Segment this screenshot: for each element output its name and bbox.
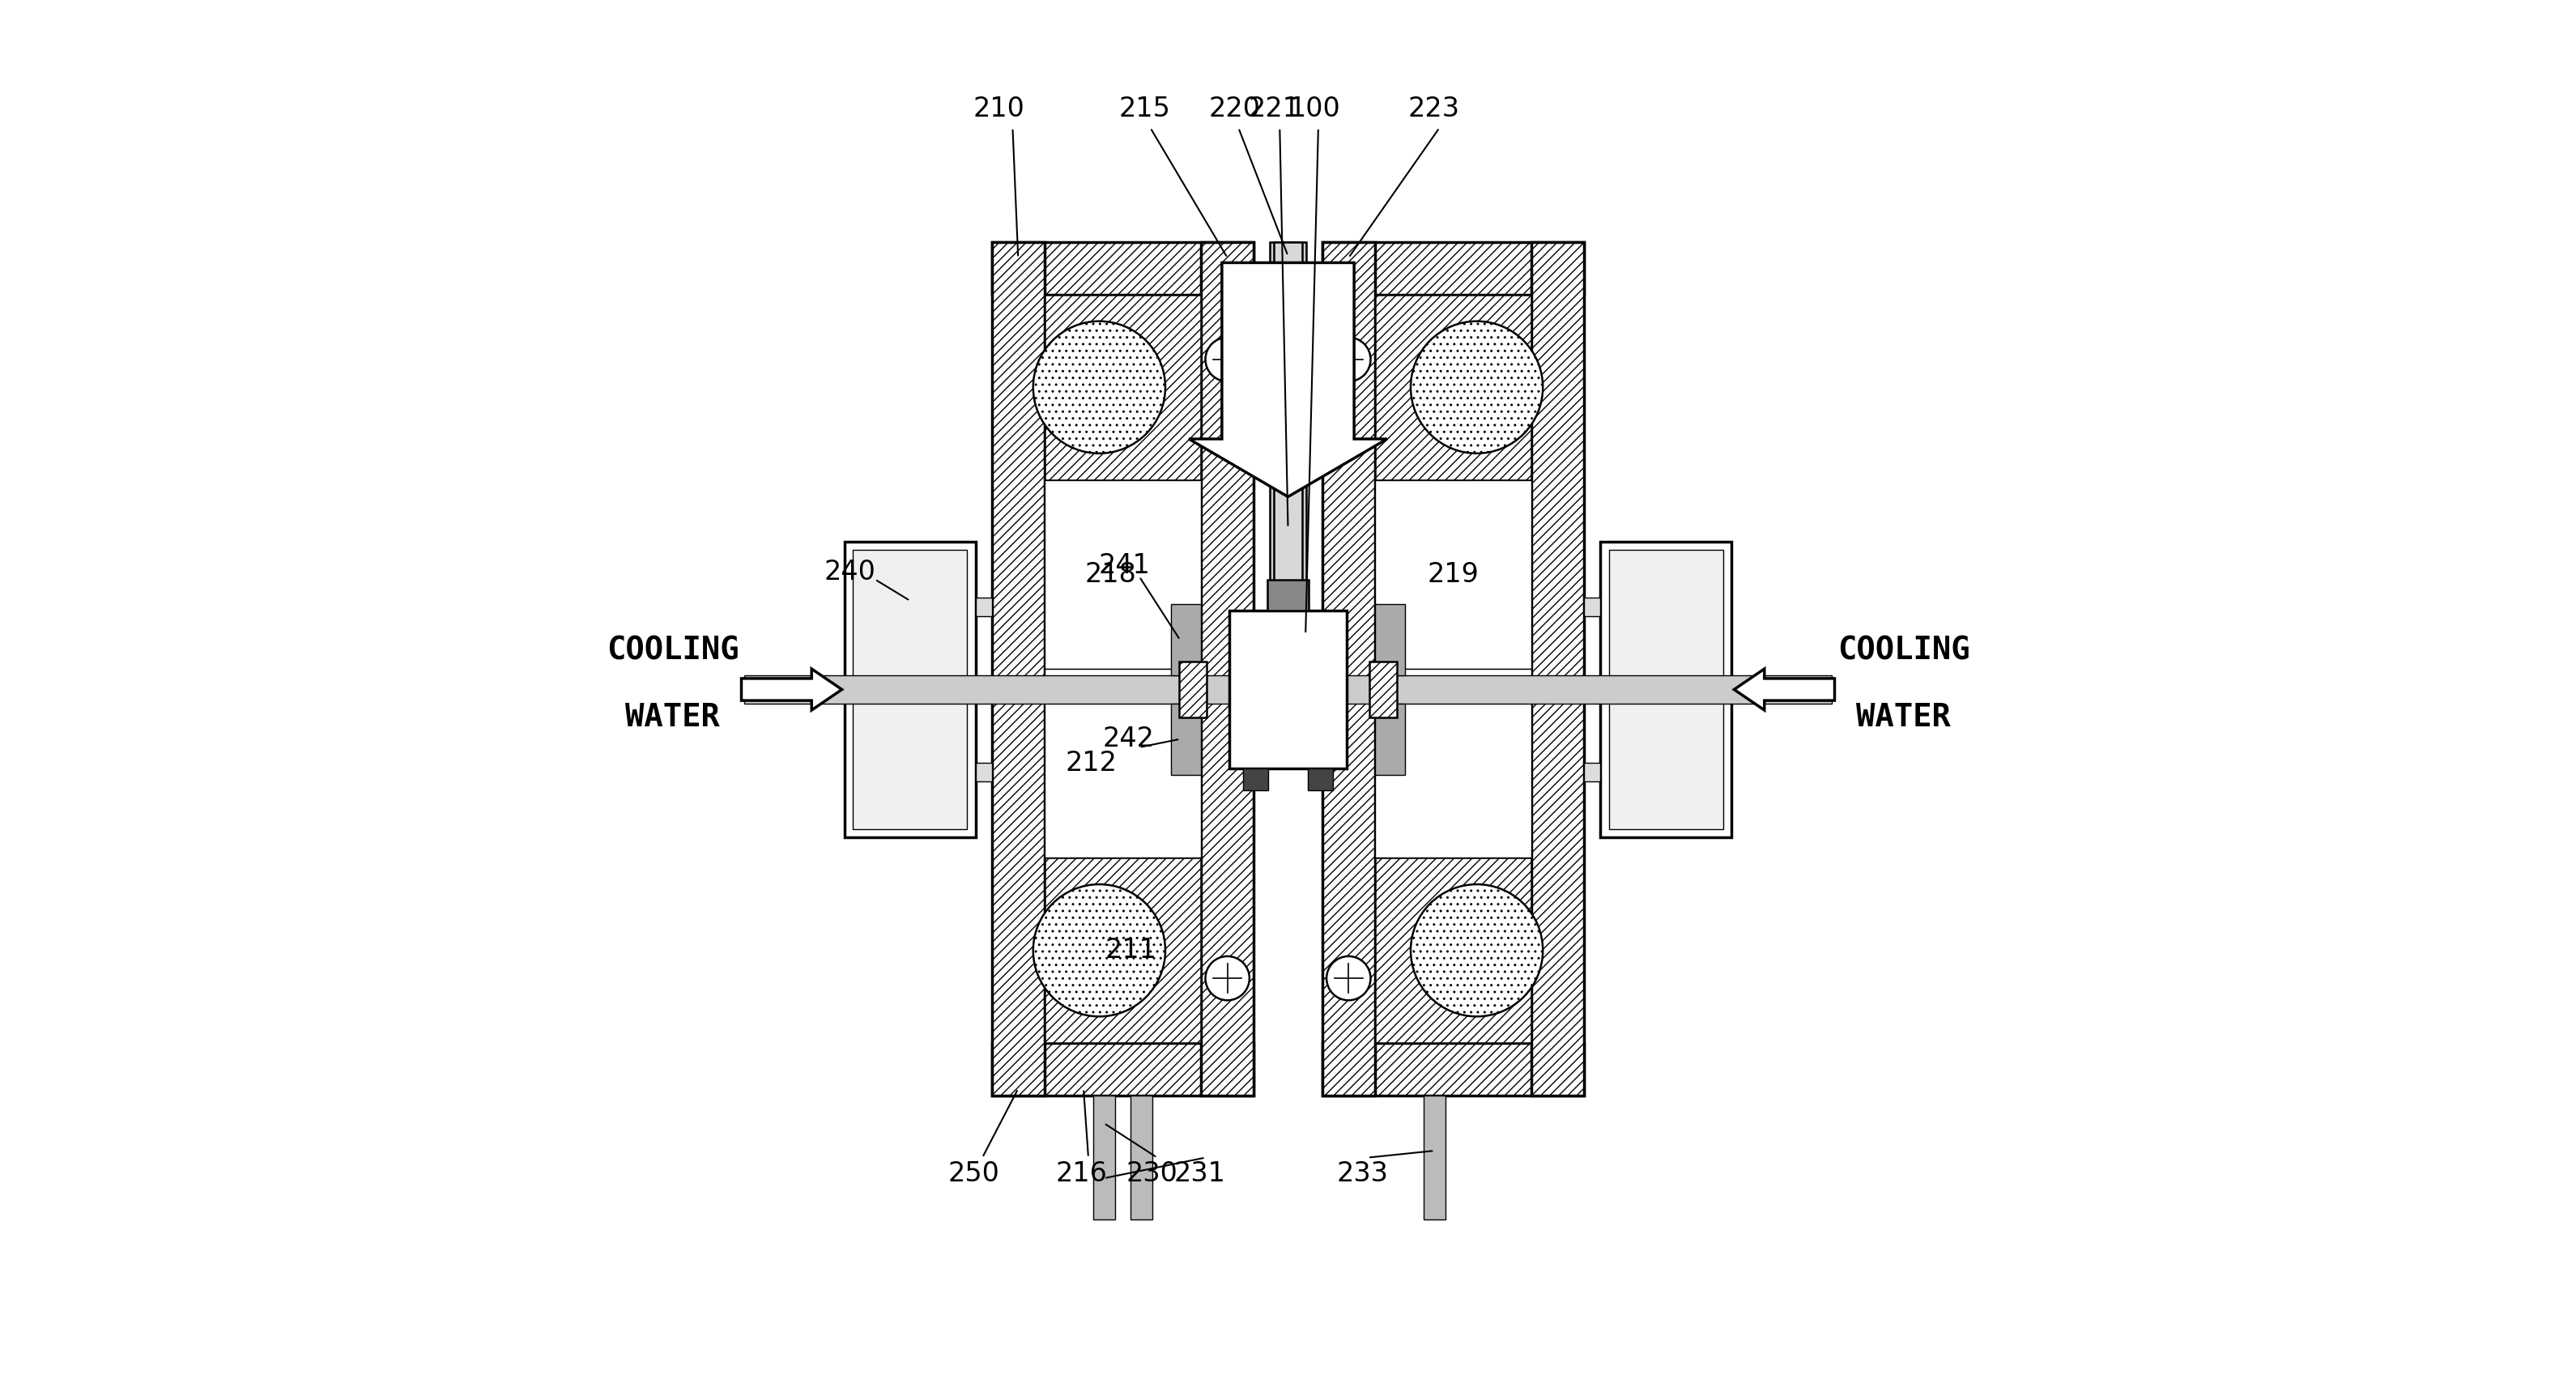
Bar <box>1376 604 1404 676</box>
Bar <box>992 1044 1255 1096</box>
Bar <box>1043 294 1200 480</box>
Polygon shape <box>1190 263 1386 496</box>
Text: 241: 241 <box>1097 552 1149 579</box>
Bar <box>845 542 976 837</box>
Bar <box>1180 662 1206 717</box>
Text: 210: 210 <box>974 95 1025 121</box>
Bar <box>1370 662 1396 717</box>
Text: COOLING: COOLING <box>1837 636 1971 666</box>
Text: 215: 215 <box>1118 95 1170 121</box>
Text: 240: 240 <box>824 558 876 586</box>
Bar <box>1321 243 1584 294</box>
Circle shape <box>1206 956 1249 1000</box>
Text: WATER: WATER <box>626 702 719 732</box>
Bar <box>1376 703 1404 775</box>
Bar <box>1172 604 1200 676</box>
Circle shape <box>1327 338 1370 382</box>
Bar <box>976 597 992 616</box>
Bar <box>1376 858 1533 1044</box>
Text: 220: 220 <box>1208 95 1260 121</box>
Text: WATER: WATER <box>1857 702 1950 732</box>
Text: 212: 212 <box>1066 750 1118 776</box>
Bar <box>1172 703 1200 775</box>
Bar <box>744 676 1832 703</box>
Bar <box>1321 1044 1584 1096</box>
Bar <box>1244 768 1267 790</box>
Bar <box>1043 669 1200 858</box>
Circle shape <box>1033 321 1164 454</box>
Bar <box>1131 1096 1151 1219</box>
Bar <box>1584 763 1600 782</box>
Bar <box>992 243 1043 1096</box>
Circle shape <box>1412 321 1543 454</box>
Bar <box>1321 243 1376 1096</box>
Bar <box>1267 581 1309 611</box>
Text: 250: 250 <box>948 1161 999 1187</box>
Text: 231: 231 <box>1175 1161 1226 1187</box>
Bar <box>992 243 1255 294</box>
Bar <box>1200 243 1255 1096</box>
Bar <box>1600 542 1731 837</box>
Bar <box>853 550 966 829</box>
Text: 221: 221 <box>1249 95 1301 121</box>
Bar <box>1610 550 1723 829</box>
Bar <box>1376 294 1533 480</box>
Bar <box>853 550 966 829</box>
Polygon shape <box>742 669 842 710</box>
Polygon shape <box>1734 669 1834 710</box>
Text: 230: 230 <box>1126 1161 1177 1187</box>
Text: 218: 218 <box>1084 561 1136 587</box>
Bar <box>1376 669 1533 858</box>
Circle shape <box>1327 956 1370 1000</box>
Bar <box>1283 243 1293 611</box>
Text: COOLING: COOLING <box>605 636 739 666</box>
Bar <box>1283 243 1306 611</box>
Bar <box>976 763 992 782</box>
Circle shape <box>1206 338 1249 382</box>
Text: 100: 100 <box>1288 95 1340 121</box>
Bar <box>1275 243 1301 611</box>
Text: 242: 242 <box>1103 725 1154 753</box>
Text: 219: 219 <box>1427 561 1479 587</box>
Text: 233: 233 <box>1337 1161 1388 1187</box>
Text: 211: 211 <box>1105 938 1157 964</box>
Bar <box>1043 858 1200 1044</box>
Bar <box>1425 1096 1445 1219</box>
Circle shape <box>1033 884 1164 1016</box>
Bar <box>1092 1096 1115 1219</box>
Bar <box>1043 480 1200 669</box>
Bar <box>1610 550 1723 829</box>
Bar <box>1533 243 1584 1096</box>
Text: 216: 216 <box>1056 1161 1108 1187</box>
Text: 223: 223 <box>1409 95 1461 121</box>
Bar <box>1584 597 1600 616</box>
Circle shape <box>1412 884 1543 1016</box>
Bar <box>1229 611 1347 768</box>
Bar <box>1270 243 1293 611</box>
Bar <box>1309 768 1332 790</box>
Bar <box>1376 480 1533 669</box>
